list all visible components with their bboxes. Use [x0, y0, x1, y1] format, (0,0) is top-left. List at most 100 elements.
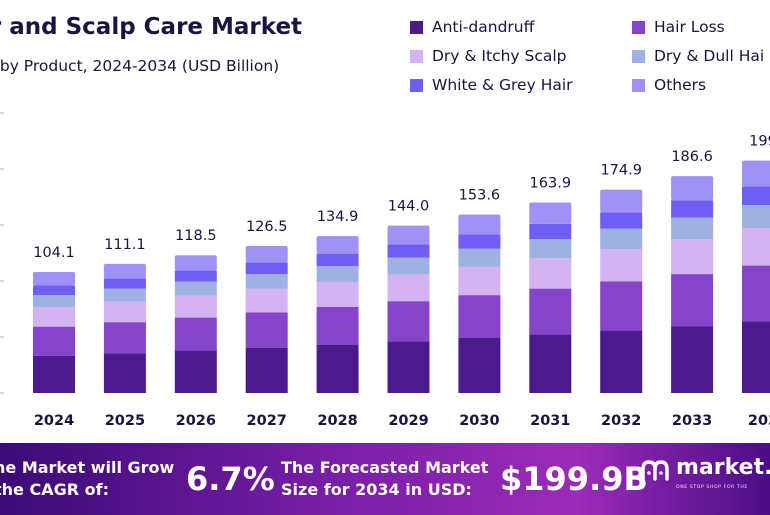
summary-banner: he Market will Grow the CAGR of: 6.7% Th…	[0, 443, 770, 515]
bar-total-label: 118.5	[175, 228, 217, 244]
logo-tagline: ONE STOP SHOP FOR THE	[676, 485, 748, 490]
bar-segment	[174, 281, 217, 296]
bar-segment	[103, 263, 146, 279]
bar-segment	[387, 341, 430, 393]
bar-total-label: 174.9	[600, 163, 642, 179]
bar-segment	[245, 288, 288, 313]
x-axis-tick-label: 2032	[601, 413, 641, 429]
bar-segment	[33, 326, 75, 356]
bar-segment	[600, 281, 643, 331]
bar-total-label: 134.9	[317, 209, 359, 225]
legend-label: White & Grey Hair	[432, 76, 573, 94]
banner-cagr-value: 6.7%	[186, 460, 275, 498]
bar-segment	[387, 301, 430, 342]
bar-segment	[387, 244, 430, 258]
bar-segment	[316, 344, 359, 393]
legend-label: Others	[654, 76, 707, 94]
bar-segment	[174, 270, 217, 282]
bar-segment	[103, 322, 146, 354]
stacked-bar-chart: 104.1 2024 111.1 2025 118.5 2026 126.5 2027 134.…	[0, 112, 770, 429]
legend-swatch	[632, 78, 645, 92]
bar-total-label: 153.6	[459, 187, 501, 203]
bar-segment	[174, 295, 217, 318]
bar-total-label: 111.1	[104, 237, 146, 253]
bar-segment	[245, 347, 288, 393]
bar-segment	[245, 274, 288, 289]
legend-item-white-grey-hair: White & Grey Hair	[410, 76, 573, 94]
bar-total-label: 104.1	[33, 245, 75, 261]
bar-segment	[33, 307, 75, 327]
bar-segment	[387, 257, 430, 275]
x-axis-tick-label: 2024	[34, 413, 74, 429]
legend-item-others: Others	[632, 76, 706, 94]
chart-subtitle: , by Product, 2024-2034 (USD Billion)	[0, 57, 280, 75]
bar-segment	[103, 353, 146, 393]
bar-segment	[33, 285, 75, 296]
bar-segment	[33, 271, 75, 286]
bar-segment	[671, 200, 714, 218]
bar-segment	[671, 274, 714, 327]
bar-segment	[103, 301, 146, 323]
legend-label: Dry & Itchy Scalp	[432, 47, 567, 65]
x-axis-tick-label: 2033	[672, 413, 712, 429]
x-axis-tick-label: 2026	[176, 413, 216, 429]
legend-item-dry-dull-hair: Dry & Dull Hai	[632, 47, 764, 65]
bar-segment	[671, 176, 714, 201]
bar-segment	[103, 288, 146, 302]
bar-segment	[671, 217, 714, 240]
bar-segment	[316, 266, 359, 282]
bar-segment	[742, 228, 770, 266]
legend-swatch	[410, 20, 423, 34]
chart-title: ir and Scalp Care Market	[0, 14, 303, 40]
bar-segment	[316, 281, 359, 307]
bar-segment	[458, 295, 501, 339]
bar-segment	[245, 262, 288, 275]
legend-swatch	[632, 49, 645, 63]
logo-name: market.	[676, 455, 770, 480]
market-logo[interactable]: market. ONE STOP SHOP FOR THE	[640, 455, 770, 490]
bar-segment	[316, 253, 359, 267]
legend-item-anti-dandruff: Anti-dandruff	[410, 18, 534, 36]
x-axis-tick-label: 2029	[388, 413, 428, 429]
legend-swatch	[410, 49, 423, 63]
bar-segment	[33, 355, 75, 393]
x-axis-tick-label: 2028	[317, 413, 357, 429]
bar-segment	[174, 255, 217, 271]
bar-segment	[174, 317, 217, 351]
legend: Anti-dandruff Hair Loss Dry & Itchy Scal…	[410, 18, 770, 98]
bar-segment	[529, 223, 572, 240]
x-axis-tick-label: 2031	[530, 413, 570, 429]
bar-segment	[742, 160, 770, 187]
bar-segment	[529, 288, 572, 335]
legend-label: Dry & Dull Hai	[654, 47, 765, 65]
legend-swatch	[410, 78, 423, 92]
bar-segment	[387, 225, 430, 245]
bar-segment	[742, 186, 770, 206]
bar-segment	[742, 321, 770, 393]
bar-segment	[600, 189, 643, 213]
banner-forecast-text-2: Size for 2034 in USD:	[281, 480, 472, 499]
legend-label: Hair Loss	[654, 18, 725, 36]
x-axis-tick-label: 2025	[105, 413, 145, 429]
bar-segment	[33, 295, 75, 308]
banner-grow-text: he Market will Grow	[0, 458, 175, 477]
banner-cagr-text: the CAGR of:	[0, 480, 109, 499]
x-axis-tick-label: 203	[748, 413, 770, 429]
bar-segment	[316, 306, 359, 345]
bar-segment	[529, 258, 572, 289]
bar-segment	[458, 338, 501, 393]
bar-segment	[458, 214, 501, 235]
bar-total-label: 186.6	[671, 149, 713, 165]
bar-segment	[600, 228, 643, 249]
bar-segment	[600, 248, 643, 282]
bar-segment	[245, 245, 288, 263]
bar-segment	[387, 274, 430, 302]
bar-segment	[458, 234, 501, 249]
bar-segment	[174, 350, 217, 393]
bar-segment	[671, 326, 714, 393]
banner-forecast-text-1: The Forecasted Market	[281, 458, 489, 477]
bar-segment	[458, 266, 501, 296]
legend-item-dry-itchy-scalp: Dry & Itchy Scalp	[410, 47, 567, 65]
bar-total-label: 199	[749, 134, 770, 150]
bar-segment	[529, 202, 572, 224]
